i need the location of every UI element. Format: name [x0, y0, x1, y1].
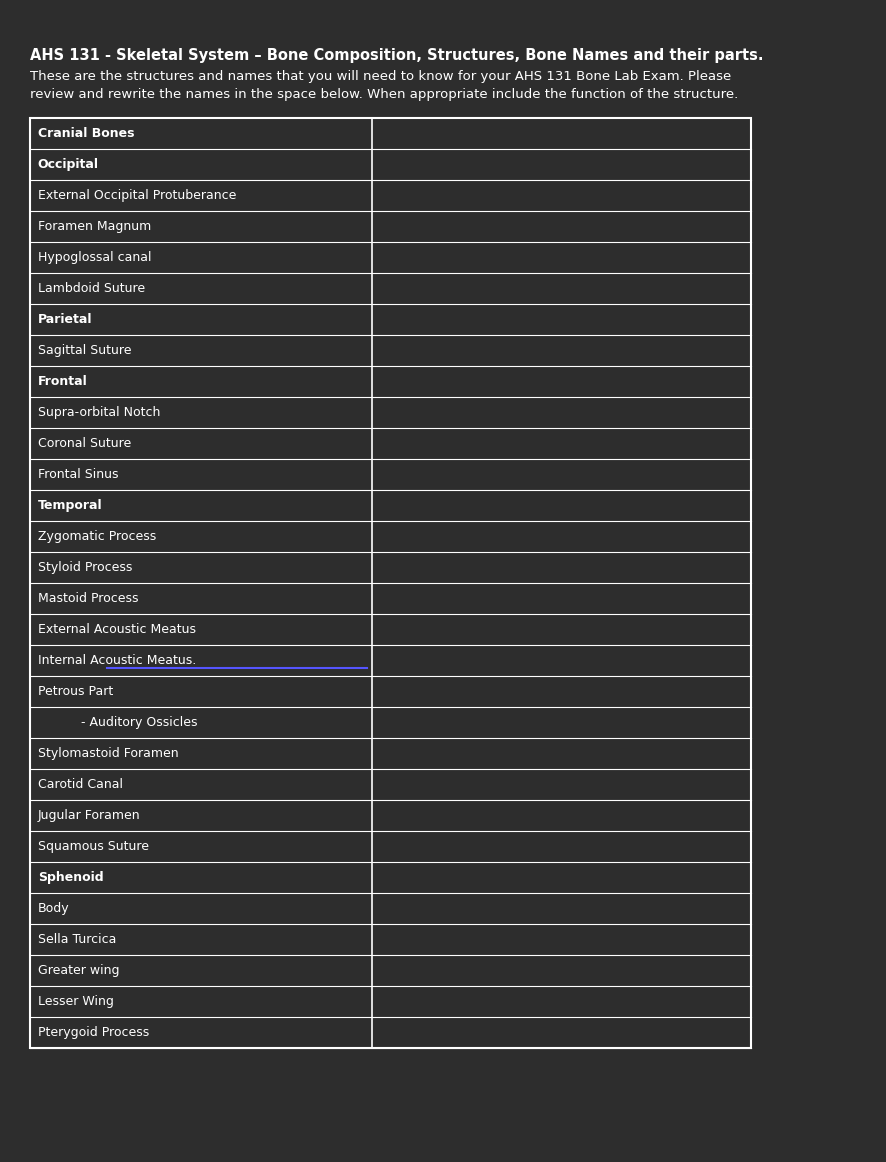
Text: These are the structures and names that you will need to know for your AHS 131 B: These are the structures and names that … [30, 70, 732, 83]
Text: Zygomatic Process: Zygomatic Process [37, 530, 156, 543]
Text: Sphenoid: Sphenoid [37, 872, 104, 884]
Text: - Auditory Ossicles: - Auditory Ossicles [66, 716, 198, 729]
Text: AHS 131 - Skeletal System – Bone Composition, Structures, Bone Names and their p: AHS 131 - Skeletal System – Bone Composi… [30, 48, 764, 63]
Text: Hypoglossal canal: Hypoglossal canal [37, 251, 152, 264]
Text: review and rewrite the names in the space below. When appropriate include the fu: review and rewrite the names in the spac… [30, 88, 739, 101]
Text: Coronal Suture: Coronal Suture [37, 437, 131, 450]
Text: Petrous Part: Petrous Part [37, 686, 113, 698]
Text: Lambdoid Suture: Lambdoid Suture [37, 282, 144, 295]
Text: Internal Acoustic Meatus.: Internal Acoustic Meatus. [37, 654, 196, 667]
Text: Squamous Suture: Squamous Suture [37, 840, 149, 853]
Text: Sagittal Suture: Sagittal Suture [37, 344, 131, 357]
Text: Styloid Process: Styloid Process [37, 561, 132, 574]
Text: Frontal: Frontal [37, 375, 88, 388]
Text: External Occipital Protuberance: External Occipital Protuberance [37, 189, 236, 202]
Text: Cranial Bones: Cranial Bones [37, 127, 134, 139]
Text: Foramen Magnum: Foramen Magnum [37, 220, 151, 234]
Text: Jugular Foramen: Jugular Foramen [37, 809, 140, 822]
Text: Pterygoid Process: Pterygoid Process [37, 1026, 149, 1039]
Text: Frontal Sinus: Frontal Sinus [37, 468, 118, 481]
Text: Temporal: Temporal [37, 498, 102, 512]
Text: Sella Turcica: Sella Turcica [37, 933, 116, 946]
Text: Parietal: Parietal [37, 313, 92, 327]
Text: Lesser Wing: Lesser Wing [37, 995, 113, 1007]
Bar [30, 119, 751, 1048]
Text: Supra-orbital Notch: Supra-orbital Notch [37, 406, 160, 419]
Text: Body: Body [37, 902, 69, 914]
Text: External Acoustic Meatus: External Acoustic Meatus [37, 623, 196, 636]
Text: Stylomastoid Foramen: Stylomastoid Foramen [37, 747, 178, 760]
Text: Greater wing: Greater wing [37, 964, 119, 977]
Text: Occipital: Occipital [37, 158, 98, 171]
Text: Mastoid Process: Mastoid Process [37, 591, 138, 605]
Text: Carotid Canal: Carotid Canal [37, 779, 122, 791]
